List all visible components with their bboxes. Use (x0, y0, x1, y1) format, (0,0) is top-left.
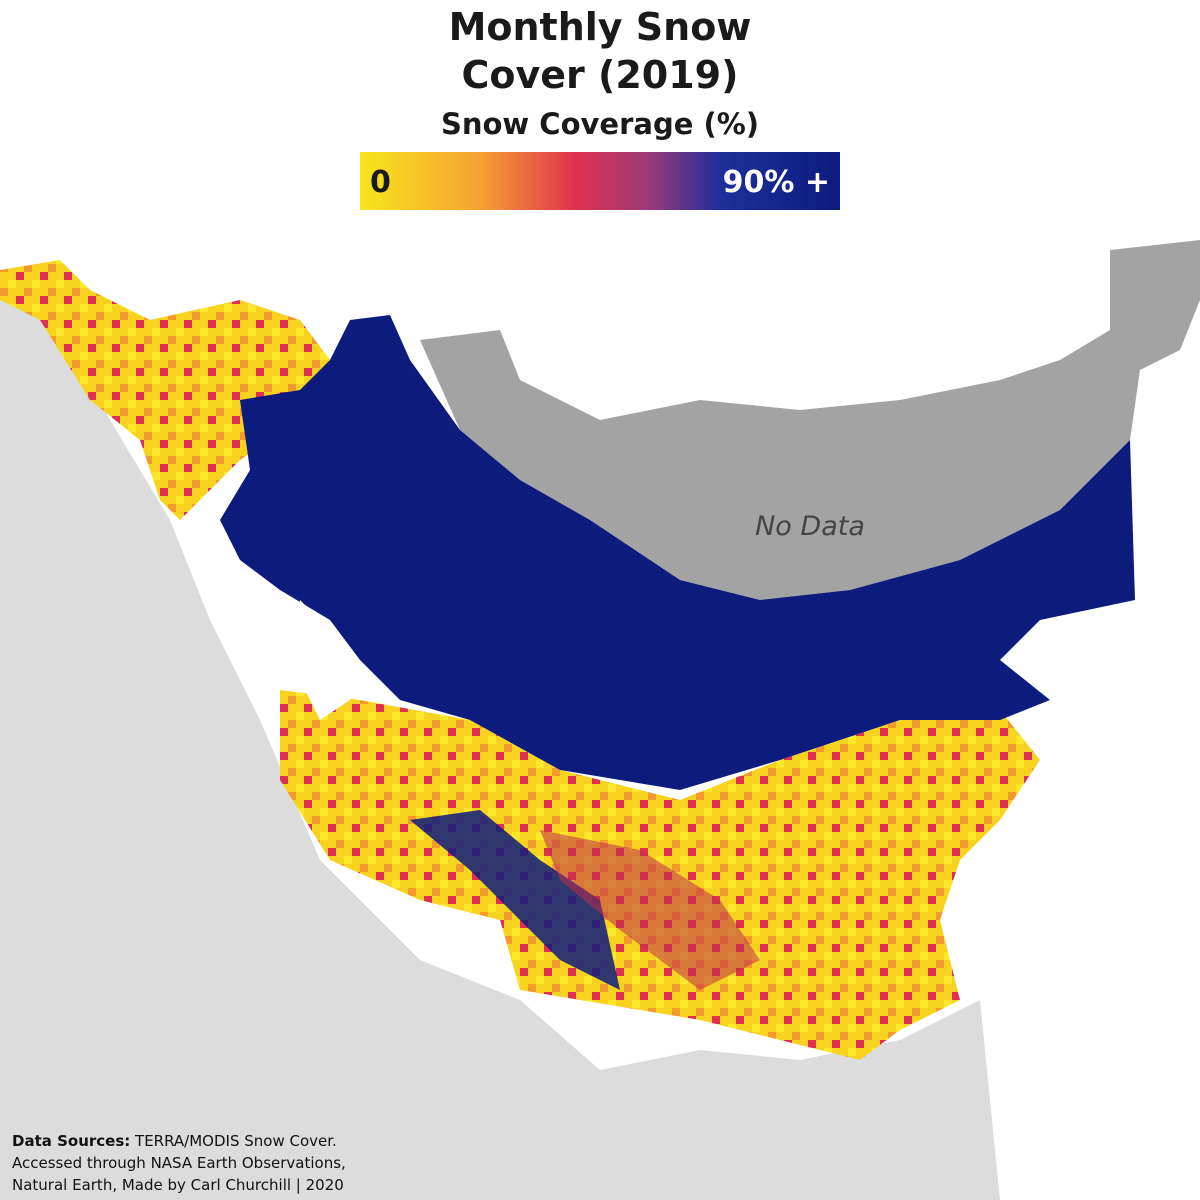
subtitle: Snow Coverage (%) (441, 107, 759, 141)
legend-max-label: 90% + (723, 165, 830, 200)
title-line: Monthly Snow (449, 5, 752, 49)
lake (290, 600, 350, 720)
no-data-region (420, 240, 1200, 600)
credits-text: TERRA/MODIS Snow Cover. (134, 1132, 337, 1150)
mixed-snow-patch (540, 830, 760, 990)
credits-line: Data Sources: TERRA/MODIS Snow Cover. (12, 1132, 337, 1150)
legend-color-scale (360, 152, 840, 210)
credits-line: Accessed through NASA Earth Observations… (12, 1154, 346, 1172)
credits-label: Data Sources: (12, 1132, 130, 1150)
low-snow-region-north (0, 260, 330, 520)
no-data-label: No Data (755, 511, 865, 542)
high-snow-patch (410, 810, 620, 990)
land-background (0, 300, 1000, 1200)
legend-min-label: 0 (370, 165, 391, 200)
credits-line: Natural Earth, Made by Carl Churchill | … (12, 1176, 344, 1194)
title-line: Cover (2019) (461, 53, 738, 97)
high-snow-region (220, 315, 1135, 790)
